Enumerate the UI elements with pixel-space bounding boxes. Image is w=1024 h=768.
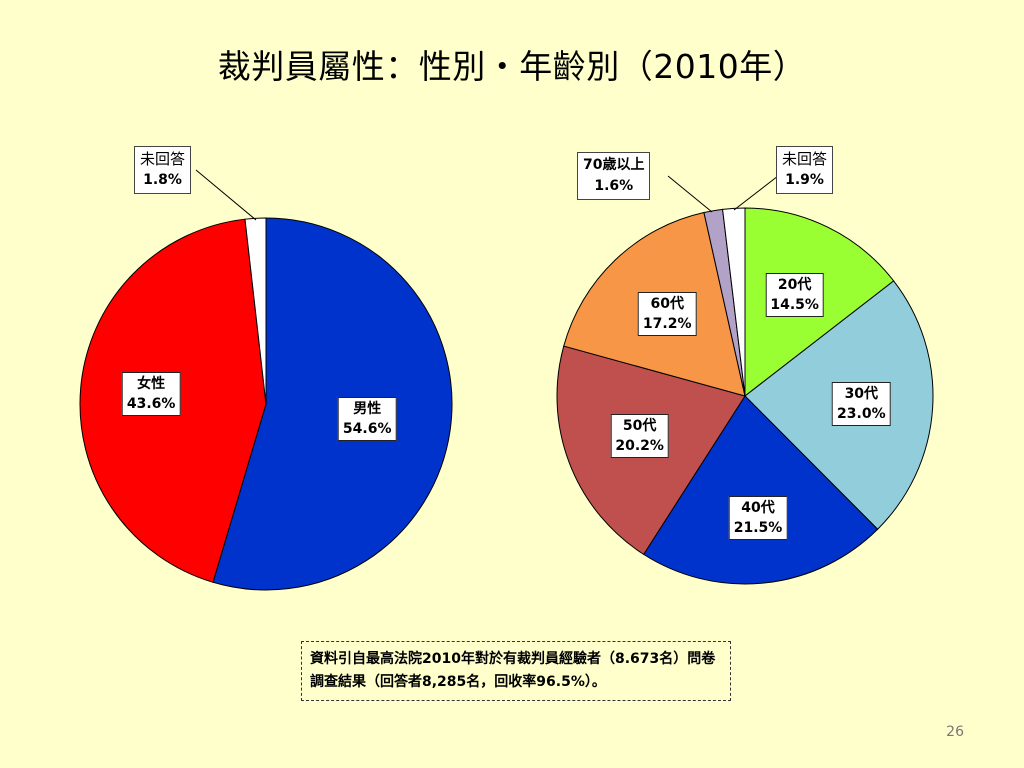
callout-label: 70歳以上 [583,157,645,173]
callout-age-unanswered: 未回答 1.9% [776,146,834,194]
slice-category: 30代 [844,385,879,402]
slice-value: 54.6% [342,420,392,437]
slice-category: 40代 [741,499,775,516]
slice-category: 60代 [650,296,684,313]
slice-label-0-1: 女性 43.6% [121,371,181,416]
slice-label-1-3: 50代 20.2% [610,414,669,459]
leader-line-age-unanswered [733,175,779,211]
leader-line-gender-unanswered [195,169,257,221]
callout-label: 未回答 [140,150,186,168]
slice-value: 21.5% [733,519,783,536]
pie-slice-0-0 [212,217,453,591]
leader-line-age-70plus [667,175,713,213]
callout-age-70plus: 70歳以上 1.6% [577,152,651,200]
slice-value: 23.0% [837,405,886,422]
slice-value: 14.5% [770,296,819,313]
callout-gender-unanswered: 未回答 1.8% [134,146,192,194]
callout-value: 1.9% [785,172,824,188]
slice-value: 17.2% [642,316,692,333]
slice-category: 女性 [137,375,166,392]
slice-label-1-2: 40代 21.5% [728,495,788,540]
callout-label: 未回答 [782,150,828,168]
slice-value: 43.6% [126,395,176,412]
callout-value: 1.6% [594,178,634,194]
slice-category: 男性 [353,400,382,417]
pie-slice-1-6 [722,207,746,397]
callout-value: 1.8% [143,172,182,188]
slice-label-1-4: 60代 17.2% [637,292,697,337]
slice-label-1-1: 30代 23.0% [832,381,891,426]
slice-label-1-0: 20代 14.5% [765,272,824,317]
source-note: 資料引自最高法院2010年對於有裁判員經驗者（8.673名）問卷調查結果（回答者… [301,641,731,701]
page-title: 裁判員屬性：性別・年齡別（2010年） [217,47,807,86]
page-number: 26 [946,724,964,740]
slice-value: 20.2% [615,438,664,455]
pie-slice-1-2 [642,395,879,585]
slice-label-0-0: 男性 54.6% [337,396,397,441]
slice-category: 20代 [777,276,812,293]
pie-slice-0-2 [244,217,267,405]
slice-category: 50代 [622,418,657,435]
